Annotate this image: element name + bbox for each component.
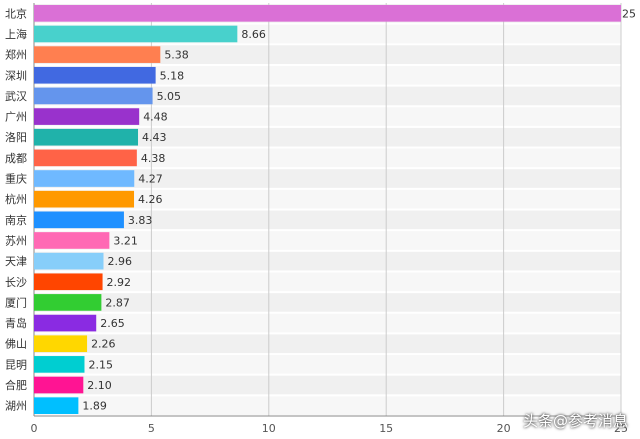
- value-label: 2.65: [100, 317, 125, 330]
- value-label: 25: [622, 7, 636, 20]
- category-label: 深圳: [5, 69, 27, 82]
- value-label: 5.05: [157, 90, 182, 103]
- bar: [34, 252, 104, 270]
- value-label: 2.92: [107, 276, 132, 289]
- row-band: [34, 65, 621, 85]
- category-label: 重庆: [5, 172, 27, 186]
- bar: [34, 66, 156, 84]
- category-label: 青岛: [5, 316, 27, 330]
- bar: [34, 314, 97, 332]
- x-tick-label: 20: [497, 422, 511, 435]
- category-label: 厦门: [5, 295, 27, 309]
- bar: [34, 108, 140, 125]
- value-label: 4.43: [142, 131, 167, 144]
- value-label: 4.38: [141, 152, 166, 165]
- row-band: [34, 189, 621, 209]
- category-label: 郑州: [5, 48, 27, 62]
- value-label: 4.48: [143, 111, 168, 124]
- value-label: 2.87: [105, 296, 130, 309]
- row-band: [34, 313, 621, 333]
- category-label: 成都: [5, 152, 27, 165]
- bar: [34, 294, 102, 311]
- category-label: 合肥: [5, 378, 27, 392]
- value-label: 2.10: [87, 379, 112, 392]
- category-label: 北京: [5, 6, 27, 20]
- row-band: [34, 231, 621, 250]
- value-label: 3.21: [113, 234, 137, 247]
- category-label: 洛阳: [5, 130, 27, 144]
- bar: [34, 376, 84, 394]
- bar: [34, 190, 135, 208]
- value-label: 8.66: [241, 28, 265, 41]
- category-label: 苏州: [5, 234, 27, 247]
- bar: [34, 397, 79, 414]
- bar: [34, 149, 137, 167]
- bar: [34, 335, 88, 353]
- category-label: 武汉: [5, 90, 27, 103]
- bar: [34, 25, 238, 43]
- category-label: 杭州: [5, 192, 27, 206]
- category-label: 天津: [5, 255, 27, 268]
- value-label: 2.26: [91, 338, 116, 351]
- row-band: [34, 127, 621, 147]
- x-tick-label: 10: [262, 422, 276, 435]
- row-band: [34, 148, 621, 168]
- bar: [34, 356, 85, 373]
- bar: [34, 5, 621, 22]
- bar: [34, 170, 135, 187]
- x-tick-label: 0: [31, 422, 38, 435]
- row-band: [34, 86, 621, 106]
- row-band: [34, 107, 621, 126]
- value-label: 5.38: [164, 49, 189, 62]
- row-band: [34, 45, 621, 64]
- row-band: [34, 210, 621, 230]
- bar: [34, 87, 153, 105]
- category-label: 上海: [5, 27, 27, 41]
- category-label: 南京: [5, 213, 27, 227]
- bar: [34, 46, 161, 63]
- x-tick-label: 15: [379, 422, 393, 435]
- row-band: [34, 272, 621, 292]
- category-label: 广州: [5, 111, 27, 124]
- bar: [34, 273, 103, 291]
- value-label: 2.15: [88, 358, 113, 371]
- value-label: 4.27: [138, 173, 163, 186]
- row-band: [34, 169, 621, 188]
- category-label: 长沙: [5, 276, 27, 289]
- bar: [34, 232, 110, 249]
- x-tick-label: 25: [614, 422, 628, 435]
- row-band: [34, 375, 621, 395]
- row-band: [34, 251, 621, 271]
- category-label: 湖州: [5, 400, 27, 413]
- row-band: [34, 355, 621, 374]
- row-band: [34, 293, 621, 312]
- value-label: 3.83: [128, 214, 153, 227]
- value-label: 5.18: [160, 69, 185, 82]
- row-band: [34, 334, 621, 354]
- x-tick-label: 5: [148, 422, 155, 435]
- category-label: 佛山: [5, 338, 27, 351]
- bar: [34, 211, 124, 229]
- row-band: [34, 396, 621, 415]
- category-label: 昆明: [5, 358, 27, 371]
- value-label: 1.89: [82, 400, 107, 413]
- watermark: 头条@参考消息: [522, 412, 628, 430]
- value-label: 4.26: [138, 193, 163, 206]
- value-label: 2.96: [108, 255, 132, 268]
- bar: [34, 128, 139, 146]
